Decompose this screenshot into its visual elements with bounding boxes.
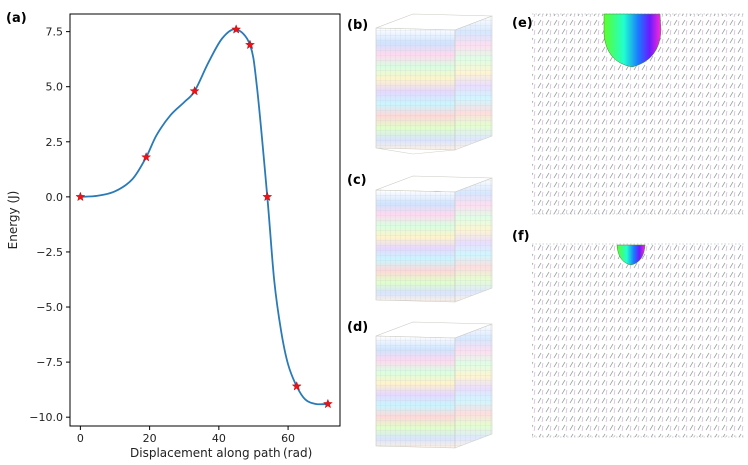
y-tick-label: −2.5 xyxy=(36,246,63,259)
image-marker xyxy=(141,152,152,162)
energy-line xyxy=(80,28,328,406)
field-f xyxy=(532,243,744,438)
panel-label-f: (f) xyxy=(512,229,530,244)
data-series xyxy=(75,24,333,409)
cube-d xyxy=(375,321,493,449)
y-tick-label: −7.5 xyxy=(36,356,63,369)
x-axis-unit: (rad) xyxy=(283,446,312,460)
field-e xyxy=(532,13,744,215)
y-tick-label: −5.0 xyxy=(36,301,63,314)
x-tick-label: 60 xyxy=(281,432,295,445)
image-marker xyxy=(75,191,86,202)
x-ticks: 0 20 40 60 xyxy=(77,426,295,445)
field-f-arrows xyxy=(532,244,744,437)
x-axis-label: Displacement along path xyxy=(130,446,281,460)
skyrmion-f xyxy=(616,244,646,266)
y-tick-label: −10.0 xyxy=(29,411,63,424)
cube-b xyxy=(375,13,493,155)
cube-b-edge xyxy=(375,147,456,155)
cube-c xyxy=(375,175,493,303)
image-marker xyxy=(231,24,242,34)
image-marker xyxy=(322,398,333,409)
panel-label-d: (d) xyxy=(347,320,368,335)
cube-b-side-grid xyxy=(455,16,492,150)
panel-label-e: (e) xyxy=(512,16,533,31)
y-tick-label: 5.0 xyxy=(46,81,64,94)
panel-label-a: (a) xyxy=(6,11,27,26)
skyrmion-e xyxy=(603,13,662,68)
y-ticks: −10.0 −7.5 −5.0 −2.5 0.0 2.5 5.0 7.5 xyxy=(29,26,70,424)
y-tick-label: 7.5 xyxy=(46,26,64,39)
y-axis-label: Energy (J) xyxy=(6,191,20,250)
y-tick-label: 2.5 xyxy=(46,136,64,149)
x-tick-label: 0 xyxy=(77,432,84,445)
chart-axes: −10.0 −7.5 −5.0 −2.5 0.0 2.5 5.0 7.5 0 20 40 60 Di… xyxy=(6,13,341,460)
x-tick-label: 40 xyxy=(212,432,226,445)
y-tick-label: 0.0 xyxy=(46,191,64,204)
panel-label-b: (b) xyxy=(347,18,368,33)
image-marker xyxy=(189,85,200,96)
cube-c-front-grid xyxy=(375,189,456,303)
panel-label-c: (c) xyxy=(347,173,367,188)
image-marker xyxy=(262,191,273,202)
plot-area-frame xyxy=(69,13,341,427)
cube-c-side-grid xyxy=(455,178,492,302)
image-marker xyxy=(245,39,255,50)
x-tick-label: 20 xyxy=(143,432,157,445)
cube-d-side-grid xyxy=(455,324,492,448)
cube-d-front-grid xyxy=(375,335,456,449)
cube-b-front-grid xyxy=(375,27,456,151)
image-marker xyxy=(291,381,302,391)
